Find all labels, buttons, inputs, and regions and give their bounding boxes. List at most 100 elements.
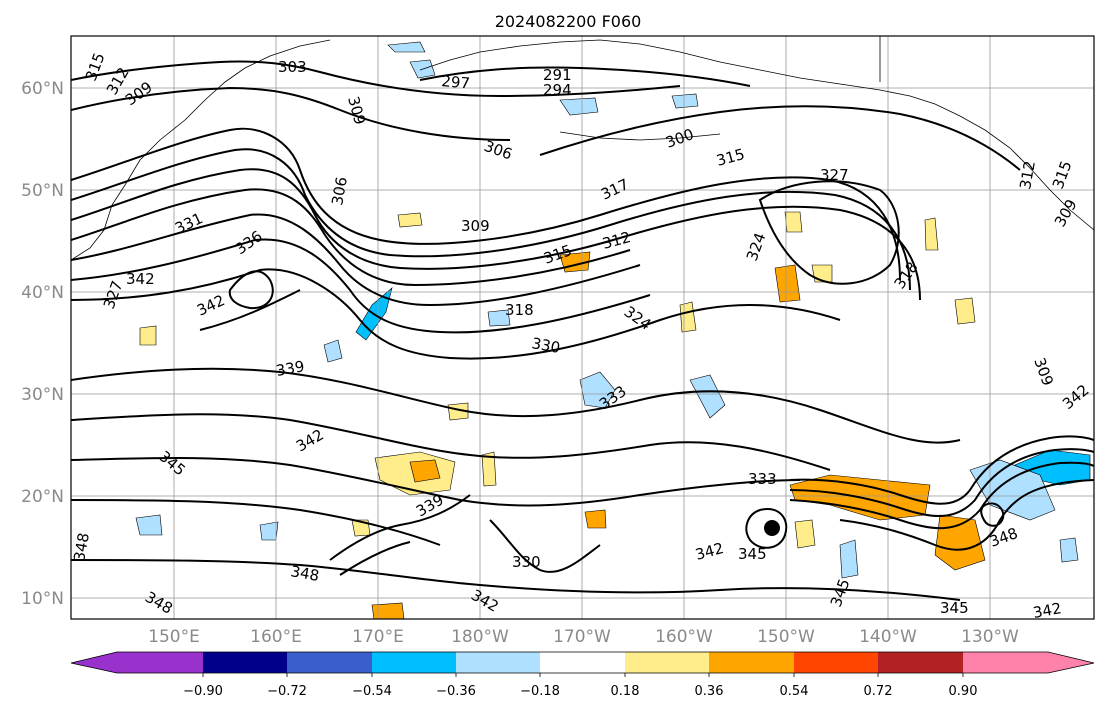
- plot-background: [71, 36, 1094, 619]
- lon-label: 180°W: [451, 627, 509, 647]
- contour-line: [71, 168, 921, 301]
- contour-line: [839, 479, 1094, 551]
- colorbar-segment: [456, 652, 540, 673]
- shade-patch-pos: [481, 451, 497, 487]
- contour-line: [329, 494, 471, 561]
- contour-label: 333: [748, 470, 777, 488]
- contour-line: [71, 413, 831, 471]
- shade-patch-neg: [1059, 537, 1079, 563]
- contour-line: [71, 127, 901, 281]
- contour-line: [339, 541, 411, 576]
- shade-patch-pos: [584, 509, 607, 529]
- contour-line: [71, 188, 631, 287]
- contour-line: [789, 435, 1094, 505]
- plot-frame: [70, 35, 1095, 620]
- contour-line: [789, 461, 1094, 530]
- shade-patch-pos: [774, 264, 801, 303]
- colorbar-segments: [71, 652, 1094, 673]
- lon-label: 150°W: [757, 627, 815, 647]
- contour-line: [71, 559, 961, 601]
- contour-label: 342: [126, 270, 155, 288]
- coastline-asia: [71, 39, 331, 261]
- colorbar-segment: [963, 652, 1094, 673]
- colorbar-tick-label: −0.54: [352, 684, 392, 699]
- contour-line: [489, 519, 601, 573]
- shade-patch-pos: [954, 297, 976, 325]
- lat-label: 30°N: [21, 385, 64, 405]
- shade-patch-pos: [409, 459, 441, 483]
- contour-label: 303: [278, 58, 307, 76]
- colorbar-tick-label: 0.36: [695, 684, 724, 699]
- colorbar-segment: [287, 652, 372, 673]
- colorbar-segment: [372, 652, 456, 673]
- contour-line: [71, 268, 841, 360]
- contour-label: 345: [738, 545, 767, 563]
- colorbar-tick-label: 0.54: [780, 684, 809, 699]
- shade-patch-neg: [559, 97, 599, 116]
- coastline-aleutians: [559, 131, 721, 141]
- shade-patch-pos: [447, 402, 469, 421]
- contour-line: [539, 105, 1021, 171]
- contour-label: 297: [441, 72, 471, 92]
- shade-patch-neg: [839, 539, 859, 579]
- colorbar-tick-label: −0.90: [183, 684, 223, 699]
- contour-line: [789, 448, 1094, 517]
- shade-patch-neg: [135, 514, 163, 536]
- colorbar-tick-label: −0.18: [520, 684, 560, 699]
- contour-line: [71, 60, 681, 98]
- shade-patch-pos: [794, 519, 816, 549]
- contour-label: 291: [543, 66, 572, 84]
- latitude-axis: 60°N 50°N 40°N 30°N 20°N 10°N: [21, 79, 64, 609]
- contour-line: [71, 148, 911, 291]
- colorbar-segment: [625, 652, 709, 673]
- lat-label: 10°N: [21, 589, 64, 609]
- colorbar-segment: [709, 652, 794, 673]
- contour-label: 312: [1016, 159, 1039, 190]
- contours: [71, 60, 1094, 601]
- lon-label: 150°E: [148, 627, 200, 647]
- shade-patch-neg: [671, 93, 699, 109]
- contour-line: [228, 270, 274, 310]
- map-title: 2024082200 F060: [495, 12, 642, 31]
- contour-label: 330: [512, 553, 541, 571]
- contour-label: 309: [461, 217, 490, 235]
- shade-patch-neg: [259, 521, 279, 541]
- contour-label: 348: [289, 562, 320, 585]
- contour-line: [419, 66, 751, 87]
- shade-patch-neg: [487, 309, 511, 327]
- shade-patch-neg: [387, 41, 426, 53]
- contour-line: [745, 508, 788, 549]
- lat-label: 50°N: [21, 181, 64, 201]
- contour-line: [71, 456, 801, 507]
- contour-label: 318: [505, 301, 534, 319]
- shade-patch-pos: [811, 264, 833, 283]
- lon-label: 140°W: [859, 627, 917, 647]
- contour-label: 348: [70, 531, 93, 562]
- lat-label: 20°N: [21, 487, 64, 507]
- contour-line: [71, 86, 511, 141]
- contour-line: [758, 180, 900, 285]
- colorbar-segment: [203, 652, 287, 673]
- coastlines: [71, 36, 1094, 261]
- shade-patch-pos: [139, 325, 157, 346]
- colorbar: −0.90 −0.72 −0.54 −0.36 −0.18 0.18 0.36 …: [70, 651, 1095, 699]
- contour-label: 342: [1032, 599, 1063, 622]
- colorbar-labels: −0.90 −0.72 −0.54 −0.36 −0.18 0.18 0.36 …: [183, 684, 977, 699]
- lon-label: 130°W: [961, 627, 1019, 647]
- shade-patch-neg: [323, 339, 343, 363]
- contour-label: 294: [543, 81, 572, 99]
- contour-line: [71, 238, 651, 334]
- colorbar-segment: [794, 652, 878, 673]
- contour-line: [71, 367, 961, 444]
- colorbar-segment: [540, 652, 625, 673]
- map-plot-area: 315 312 309 303 297 291 294 309 306 300 …: [70, 35, 1095, 622]
- colorbar-segment: [71, 652, 203, 673]
- shade-patch-pos: [397, 212, 423, 228]
- shade-patch-neg: [689, 374, 726, 419]
- coastline-alaska: [419, 39, 1094, 231]
- lon-label: 160°E: [250, 627, 302, 647]
- lon-label: 160°W: [655, 627, 713, 647]
- colorbar-tick-label: 0.18: [611, 684, 640, 699]
- contour-line: [71, 213, 641, 307]
